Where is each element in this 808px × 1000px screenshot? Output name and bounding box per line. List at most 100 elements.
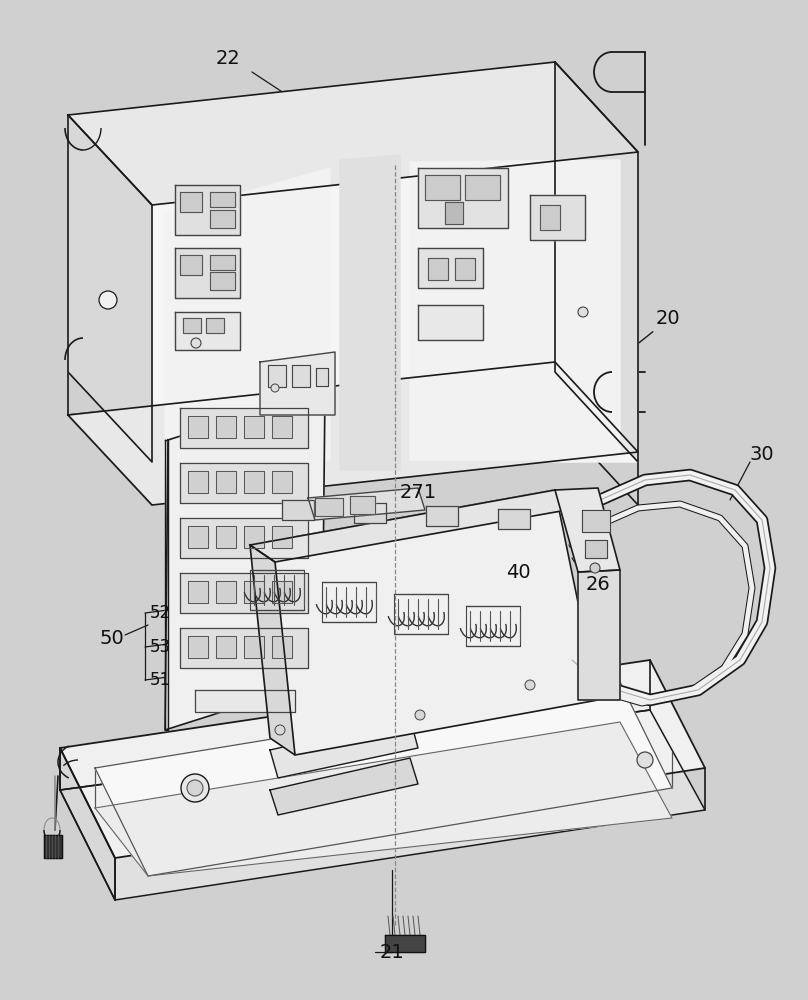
Polygon shape [175, 312, 240, 350]
Polygon shape [180, 463, 308, 503]
Polygon shape [260, 352, 335, 415]
Polygon shape [180, 628, 308, 668]
Polygon shape [216, 416, 236, 438]
Polygon shape [216, 636, 236, 658]
Polygon shape [340, 155, 400, 470]
Circle shape [181, 774, 209, 802]
Polygon shape [250, 490, 598, 755]
Polygon shape [272, 581, 292, 603]
Polygon shape [210, 255, 235, 270]
Polygon shape [418, 168, 508, 228]
Polygon shape [95, 682, 672, 876]
Polygon shape [210, 192, 235, 207]
Polygon shape [354, 503, 386, 523]
Text: 21: 21 [380, 942, 404, 962]
Polygon shape [68, 115, 152, 462]
Circle shape [525, 680, 535, 690]
Polygon shape [244, 416, 264, 438]
Polygon shape [188, 471, 208, 493]
Polygon shape [418, 305, 483, 340]
Polygon shape [175, 248, 240, 298]
Polygon shape [188, 526, 208, 548]
Polygon shape [165, 390, 325, 730]
Polygon shape [244, 471, 264, 493]
Polygon shape [555, 488, 620, 572]
Polygon shape [180, 192, 202, 212]
Polygon shape [60, 748, 115, 900]
Circle shape [271, 384, 279, 392]
Circle shape [187, 780, 203, 796]
Text: 50: 50 [99, 629, 124, 648]
Polygon shape [282, 500, 314, 520]
Circle shape [415, 710, 425, 720]
Polygon shape [216, 581, 236, 603]
Polygon shape [244, 636, 264, 658]
Text: 271: 271 [399, 484, 436, 502]
Text: 22: 22 [216, 48, 240, 68]
Polygon shape [216, 526, 236, 548]
Text: 52: 52 [149, 604, 170, 622]
Text: 30: 30 [750, 446, 774, 464]
Text: 20: 20 [655, 308, 680, 328]
Polygon shape [498, 509, 530, 529]
Polygon shape [188, 581, 208, 603]
Polygon shape [418, 248, 483, 288]
Text: 40: 40 [506, 562, 530, 582]
Polygon shape [68, 362, 638, 505]
Circle shape [275, 725, 285, 735]
Polygon shape [425, 175, 460, 200]
Polygon shape [350, 496, 375, 514]
Polygon shape [426, 506, 458, 526]
Text: 53: 53 [149, 638, 170, 656]
Polygon shape [585, 540, 607, 558]
Polygon shape [68, 62, 638, 205]
Polygon shape [183, 318, 201, 333]
Circle shape [191, 338, 201, 348]
Polygon shape [455, 258, 475, 280]
Polygon shape [292, 365, 310, 387]
Polygon shape [272, 636, 292, 658]
Polygon shape [180, 255, 202, 275]
Polygon shape [385, 935, 425, 952]
Polygon shape [308, 488, 425, 520]
Polygon shape [582, 510, 610, 532]
Polygon shape [540, 205, 560, 230]
Polygon shape [270, 718, 418, 778]
Circle shape [590, 563, 600, 573]
Polygon shape [180, 408, 308, 448]
Polygon shape [465, 175, 500, 200]
Polygon shape [165, 440, 168, 730]
Polygon shape [165, 168, 330, 460]
Polygon shape [272, 416, 292, 438]
Polygon shape [428, 258, 448, 280]
Polygon shape [270, 758, 418, 815]
Polygon shape [272, 471, 292, 493]
Polygon shape [410, 160, 620, 460]
Text: 26: 26 [586, 576, 610, 594]
Polygon shape [445, 202, 463, 224]
Polygon shape [210, 210, 235, 228]
Polygon shape [95, 722, 672, 876]
Polygon shape [60, 710, 705, 900]
Polygon shape [206, 318, 224, 333]
Polygon shape [175, 185, 240, 235]
Polygon shape [180, 573, 308, 613]
Polygon shape [316, 368, 328, 386]
Polygon shape [210, 272, 235, 290]
Circle shape [99, 291, 117, 309]
Polygon shape [555, 62, 638, 462]
Polygon shape [152, 152, 638, 462]
Polygon shape [250, 545, 295, 755]
Polygon shape [244, 526, 264, 548]
Polygon shape [188, 416, 208, 438]
Polygon shape [250, 490, 578, 562]
Polygon shape [60, 660, 705, 858]
Circle shape [578, 307, 588, 317]
Polygon shape [216, 471, 236, 493]
Polygon shape [44, 835, 62, 858]
Polygon shape [244, 581, 264, 603]
Polygon shape [272, 526, 292, 548]
Polygon shape [268, 365, 286, 387]
Polygon shape [578, 570, 620, 700]
Polygon shape [188, 636, 208, 658]
